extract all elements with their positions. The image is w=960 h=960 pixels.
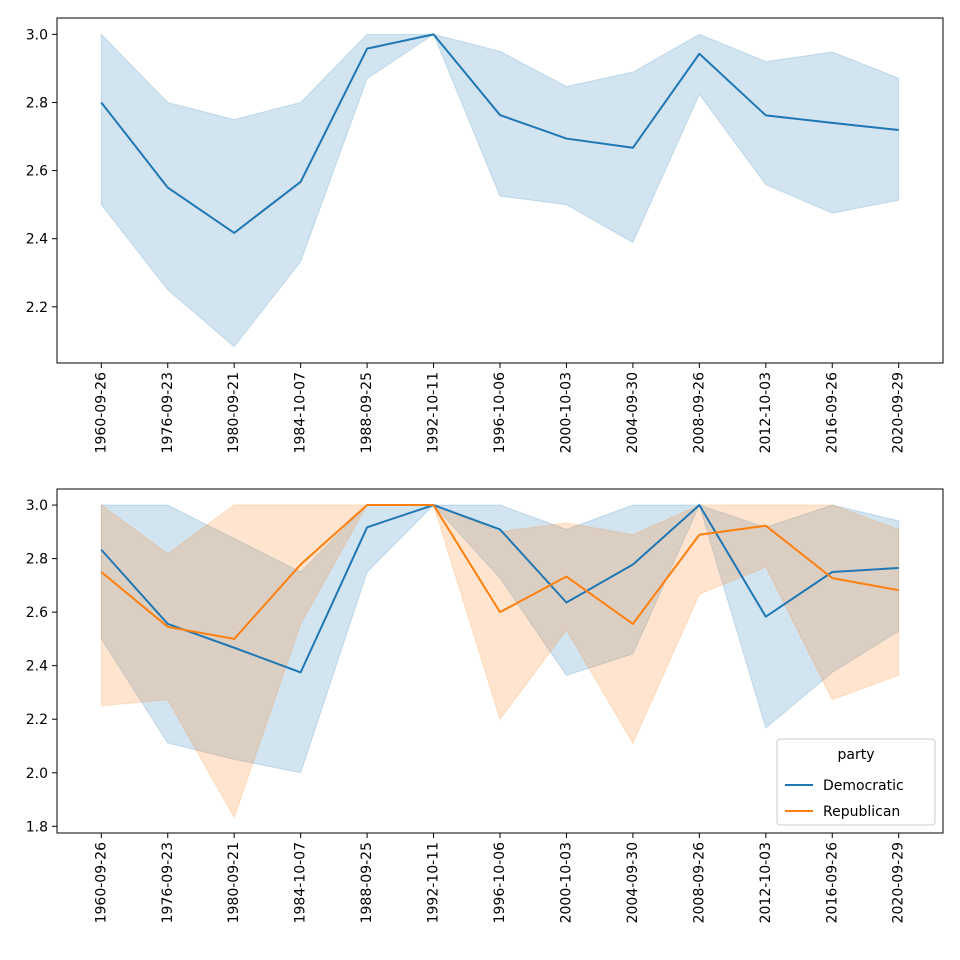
x-tick-label: 2012-10-03 (758, 372, 774, 453)
y-tick-label: 2.0 (26, 766, 48, 782)
legend-box (776, 738, 936, 826)
x-tick-label: 1960-09-26 (93, 372, 109, 453)
x-tick-label: 2008-09-26 (691, 372, 707, 453)
y-tick-label: 2.4 (26, 232, 48, 248)
x-tick-label: 2012-10-03 (758, 842, 774, 923)
x-tick-label: 2004-09-30 (625, 372, 641, 453)
x-tick-label: 1976-09-23 (160, 842, 176, 923)
series-line-republican (100, 504, 899, 640)
y-tick-label: 2.2 (26, 712, 48, 728)
x-tick-label: 2004-09-30 (625, 842, 641, 923)
x-tick-label: 2020-09-29 (891, 842, 907, 923)
series-line-democratic (100, 504, 899, 674)
y-tick-label: 1.8 (26, 819, 48, 835)
y-tick-label: 2.4 (26, 659, 48, 675)
x-tick-label: 1996-10-06 (492, 372, 508, 453)
y-tick-label: 3.0 (26, 27, 48, 43)
x-tick-label: 1992-10-11 (426, 372, 442, 453)
x-tick-label: 1988-09-25 (359, 842, 375, 923)
x-tick-label: 2020-09-29 (891, 372, 907, 453)
x-tick-label: 1960-09-26 (93, 842, 109, 923)
x-tick-label: 1996-10-06 (492, 842, 508, 923)
x-tick-label: 1984-10-07 (293, 842, 309, 923)
y-tick-label: 2.2 (26, 300, 48, 316)
legend: party Democratic Republican (776, 738, 936, 826)
y-tick-label: 2.8 (26, 552, 48, 568)
x-tick-label: 2008-09-26 (691, 842, 707, 923)
x-tick-label: 1988-09-25 (359, 372, 375, 453)
y-tick-label: 2.6 (26, 605, 48, 621)
y-tick-label: 2.8 (26, 95, 48, 111)
x-tick-label: 2016-09-26 (824, 842, 840, 923)
legend-title: party (838, 747, 875, 763)
y-tick-label: 3.0 (26, 498, 48, 514)
x-tick-label: 2000-10-03 (558, 372, 574, 453)
chart-top: 2.2 2.4 2.6 2.8 3.0 1960-09-26 1976-09-23 1980-… (26, 17, 944, 453)
legend-label-republican: Republican (823, 804, 900, 820)
ci-band-series-0 (100, 33, 900, 348)
series-line-0 (100, 33, 899, 234)
chart-bottom: 1.8 2.0 2.2 2.4 2.6 2.8 3.0 1960-09-26 1976-09-2… (26, 488, 944, 923)
x-tick-label: 1980-09-21 (226, 842, 242, 923)
x-tick-label: 1984-10-07 (293, 372, 309, 453)
x-tick-label: 1992-10-11 (426, 842, 442, 923)
x-tick-label: 1976-09-23 (160, 372, 176, 453)
y-tick-label: 2.6 (26, 164, 48, 180)
x-tick-label: 1980-09-21 (226, 372, 242, 453)
x-tick-label: 2016-09-26 (824, 372, 840, 453)
x-tick-label: 2000-10-03 (558, 842, 574, 923)
legend-label-democratic: Democratic (823, 778, 904, 794)
